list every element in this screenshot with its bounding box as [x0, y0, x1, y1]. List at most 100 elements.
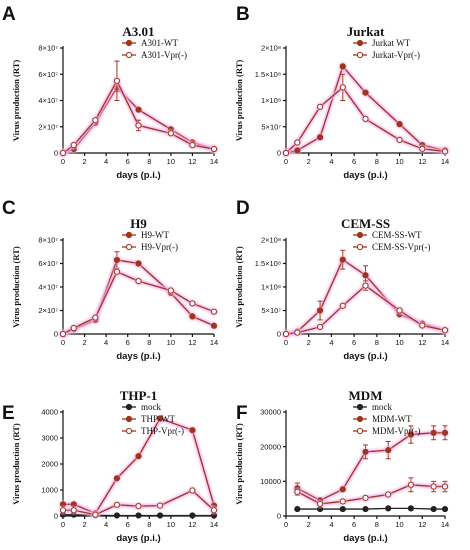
panel-title: MDM	[349, 388, 383, 403]
data-point	[362, 272, 369, 279]
data-point	[135, 512, 142, 519]
data-point	[113, 268, 121, 275]
data-point	[385, 491, 392, 498]
y-tick-label: 2×10⁷	[38, 306, 58, 315]
data-point	[316, 500, 324, 507]
data-point	[385, 447, 392, 454]
data-point	[70, 501, 77, 508]
x-tick-label: 0	[284, 520, 288, 529]
x-tick-label: 0	[284, 157, 288, 166]
y-tick-label: 2×10⁷	[38, 122, 58, 131]
legend-marker	[356, 427, 364, 435]
data-point	[135, 503, 142, 510]
series-vpr	[59, 60, 218, 157]
data-point	[294, 147, 301, 154]
y-tick-label: 0	[54, 512, 58, 521]
panel-title: Jurkat	[347, 24, 385, 39]
data-point	[339, 505, 346, 513]
data-point	[59, 149, 67, 157]
x-tick-label: 10	[395, 520, 403, 529]
legend-label: THP-Vpr(-)	[141, 426, 184, 436]
data-point	[339, 256, 346, 263]
y-tick-label: 4000	[41, 408, 58, 417]
y-axis-label: Virus production (RT)	[234, 423, 244, 505]
data-point	[135, 453, 142, 460]
x-tick-label: 2	[307, 520, 311, 529]
panel-c: C H9 0 2×10⁷ 4×10⁷ 6×10⁷ 8×10⁷ 0 2 4 6 8 10 12 14 days …	[2, 198, 218, 362]
data-point	[294, 329, 301, 336]
data-point	[396, 136, 403, 143]
legend-label: A301-Vpr(-)	[141, 50, 187, 60]
y-tick-label: 2×10⁸	[261, 44, 281, 53]
legend: H9-WT H9-Vpr(-)	[122, 230, 178, 252]
panel-title: THP-1	[120, 388, 158, 403]
data-point	[430, 429, 437, 436]
x-tick-label: 2	[82, 338, 86, 347]
x-tick-label: 12	[188, 520, 196, 529]
x-tick-label: 6	[126, 520, 130, 529]
data-point	[294, 488, 301, 495]
data-point	[92, 511, 99, 518]
series-wt	[282, 62, 449, 157]
y-tick-label: 10000	[260, 477, 281, 486]
data-point	[407, 431, 415, 438]
x-tick-label: 14	[210, 520, 218, 529]
data-point	[189, 142, 196, 149]
x-tick-label: 14	[441, 338, 449, 347]
data-point	[135, 106, 142, 113]
legend-marker	[125, 427, 133, 435]
x-tick-label: 4	[329, 520, 333, 529]
data-point	[316, 307, 324, 314]
series-wt	[59, 414, 218, 518]
legend-label: MDM-Vpr(-)	[372, 426, 421, 436]
data-point	[189, 300, 196, 307]
y-tick-label: 5×10⁷	[261, 122, 281, 131]
x-tick-label: 6	[126, 338, 130, 347]
x-tick-label: 4	[329, 338, 333, 347]
data-point	[407, 481, 415, 488]
legend: CEM-SS-WT CEM-SS-Vpr(-)	[353, 230, 431, 252]
data-point	[430, 505, 437, 513]
x-axis-label: days (p.i.)	[116, 351, 160, 362]
x-axis-label: days (p.i.)	[343, 170, 387, 181]
data-point	[339, 486, 346, 493]
legend-marker	[125, 415, 133, 423]
legend-marker	[356, 231, 364, 239]
panel-letter: F	[236, 403, 248, 424]
data-point	[210, 145, 218, 153]
y-tick-label: 30000	[260, 408, 281, 417]
panel-b: B Jurkat 0 5×10⁷ 1×10⁸ 1.5×10⁸ 2×10⁸ 0 2 4 6 8 10 12 1…	[234, 4, 449, 181]
x-tick-label: 4	[329, 157, 333, 166]
x-tick-label: 6	[352, 157, 356, 166]
x-tick-label: 8	[375, 338, 379, 347]
x-tick-label: 14	[441, 157, 449, 166]
series-line	[62, 270, 215, 335]
y-tick-label: 4×10⁷	[38, 96, 58, 105]
data-point	[430, 483, 437, 490]
y-tick-label: 0	[54, 330, 58, 339]
x-axis-label: days (p.i.)	[116, 533, 160, 544]
x-tick-label: 6	[126, 157, 130, 166]
y-tick-label: 8×10⁷	[38, 44, 58, 53]
data-point	[316, 103, 324, 110]
x-tick-label: 4	[104, 338, 108, 347]
legend-marker	[125, 39, 133, 47]
data-point	[419, 145, 426, 152]
data-point	[294, 139, 301, 146]
legend-marker	[356, 403, 364, 411]
data-point	[407, 505, 415, 512]
data-point	[316, 134, 324, 141]
y-tick-label: 1×10⁸	[261, 96, 281, 105]
legend-marker	[125, 403, 133, 411]
data-point	[385, 505, 392, 512]
x-tick-label: 0	[284, 338, 288, 347]
legend-marker	[356, 39, 364, 47]
x-tick-label: 6	[352, 338, 356, 347]
legend-label: H9-WT	[141, 230, 169, 240]
data-point	[189, 427, 196, 434]
data-point	[362, 505, 369, 513]
data-point	[113, 475, 121, 482]
data-point	[441, 483, 449, 490]
y-tick-label: 0	[277, 149, 281, 158]
